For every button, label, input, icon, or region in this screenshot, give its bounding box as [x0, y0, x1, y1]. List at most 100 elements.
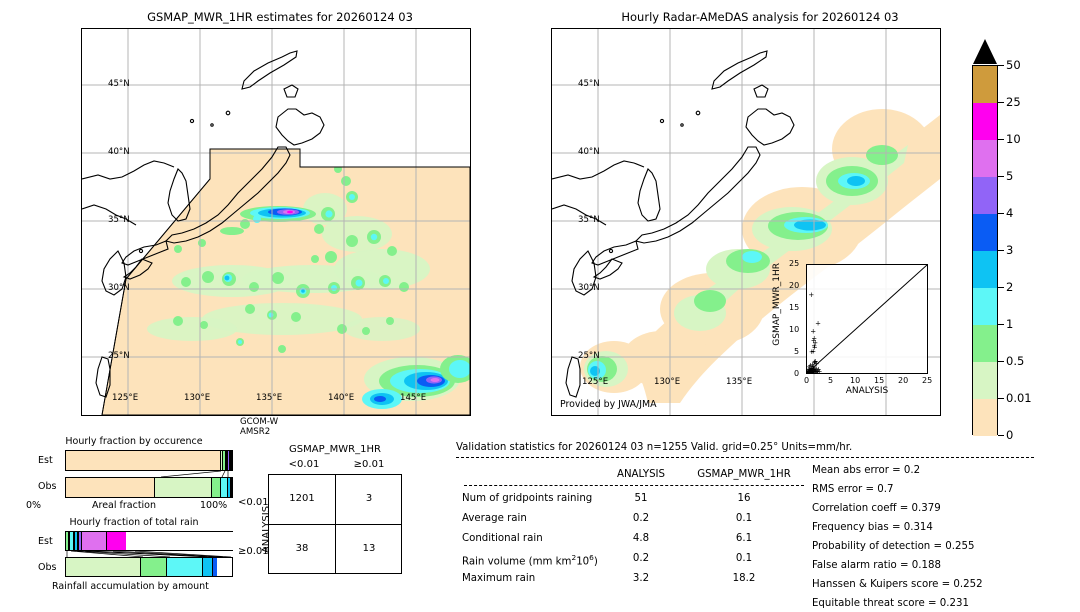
occ-bar-est-seg-5 [227, 451, 229, 470]
validation-header: Validation statistics for 20260124 03 n=… [456, 442, 853, 453]
scatter-point-30: + [811, 359, 817, 367]
validation-score-2: Correlation coeff = 0.379 [812, 503, 941, 514]
amt-bar-obs-seg-4 [212, 558, 218, 576]
scatter-point-32: + [810, 347, 816, 355]
data-provider-credit: Provided by JWA/JMA [560, 399, 657, 410]
scatter-plot-inset: + + + + + + + + + + + + + + + + + + + + + + + + + + + + + + + + + + + + + + + +… [806, 264, 928, 374]
colorbar-label-3: 3 [1006, 243, 1014, 257]
scatter-point-4: + [807, 369, 813, 373]
scatter-point-41: + [808, 291, 814, 299]
occ-bar-est-seg-7 [229, 451, 231, 470]
contingency-col-header-lt: <0.01 [288, 459, 320, 470]
scatter-point-22: + [807, 367, 811, 373]
left-map-lon-145e: 145°E [400, 393, 427, 403]
scatter-point-31: + [812, 358, 818, 366]
occ-bar-est-seg-2 [222, 451, 225, 470]
amt-bar-est-seg-8 [105, 532, 126, 550]
scatter-point-7: + [808, 368, 814, 373]
gsmap-estimate-map: 45°N 40°N 35°N 30°N 25°N 125°E 130°E 135… [81, 28, 471, 416]
occurrence-axis-title: Areal fraction [92, 500, 157, 511]
contingency-table: 1201 3 38 13 [268, 474, 402, 574]
precipitation-colorbar: 50 25 10 5 4 3 2 1 0.5 0.01 0 [966, 28, 1074, 442]
colorbar-band-6 [973, 288, 997, 325]
scatter-point-20: + [813, 367, 819, 373]
amt-bar-obs-seg-2 [166, 558, 203, 576]
occ-bar-est-seg-0 [66, 451, 221, 470]
contingency-cell-hit: 13 [362, 543, 376, 554]
colorbar-label-2: 2 [1006, 280, 1014, 294]
validation-row-label-3: Rain volume (mm km2106) [462, 553, 598, 567]
occ-bar-obs-seg-3 [220, 478, 228, 497]
radar-map-svg [552, 29, 940, 415]
scatter-point-52: + [814, 360, 820, 368]
scatter-x-axis-label: ANALYSIS [845, 386, 889, 396]
validation-row-analysis-4: 3.2 [632, 573, 650, 584]
validation-score-6: Hanssen & Kuipers score = 0.252 [812, 579, 983, 590]
right-map-lat-25n: 25°N [578, 351, 600, 361]
scatter-point-54: + [807, 369, 812, 373]
colorbar-label-0.01: 0.01 [1006, 391, 1032, 405]
validation-row-label-3-text: Rain volume (mm km [462, 556, 572, 568]
occ-bar-est-seg-4 [226, 451, 228, 470]
scatter-point-0: + [807, 369, 811, 373]
scatter-point-1: + [807, 369, 812, 373]
occ-bar-est-seg-3 [225, 451, 227, 470]
scatter-svg: ++++++++++++++++++++++++++++++++++++++++… [807, 265, 927, 373]
contingency-cell-false-alarm: 3 [365, 493, 373, 504]
colorbar-tick-5 [998, 250, 1004, 251]
colorbar-tick-10 [998, 435, 1004, 436]
validation-row-label-3-sup2: 6 [589, 553, 594, 562]
contingency-table-vline [335, 475, 337, 573]
scatter-point-18: + [812, 368, 818, 373]
right-panel-title: Hourly Radar-AMeDAS analysis for 2026012… [621, 10, 899, 24]
scatter-ytick-20: 20 [789, 281, 800, 290]
contingency-cell-miss: 38 [295, 543, 309, 554]
colorbar-tick-7 [998, 324, 1004, 325]
validation-row-gsmap-2: 6.1 [735, 533, 753, 544]
scatter-point-35: + [812, 343, 818, 351]
scatter-ytick-25: 25 [789, 259, 800, 268]
amt-bar-est-seg-1 [68, 532, 70, 550]
validation-row-label-2: Conditional rain [462, 533, 543, 544]
scatter-point-50: + [809, 361, 815, 369]
colorbar-band-8 [973, 362, 997, 399]
colorbar-tick-1 [998, 102, 1004, 103]
scatter-point-19: + [812, 366, 818, 373]
validation-row-label-0: Num of gridpoints raining [462, 493, 593, 504]
validation-col-analysis: ANALYSIS [616, 469, 666, 480]
scatter-point-55: + [807, 368, 811, 373]
right-map-lat-30n: 30°N [578, 283, 600, 293]
scatter-point-13: + [807, 367, 812, 373]
left-map-lon-130e: 130°E [184, 393, 211, 403]
colorbar-tick-9 [998, 398, 1004, 399]
satellite-label: GCOM-W AMSR2 [240, 417, 360, 438]
scatter-point-5: + [807, 367, 813, 373]
scatter-point-45: + [817, 368, 823, 373]
scatter-point-34: + [811, 342, 817, 350]
scatter-point-36: + [811, 337, 817, 345]
validation-rule-top [456, 457, 1034, 458]
validation-row-analysis-3: 0.2 [632, 553, 650, 564]
scatter-ytick-15: 15 [789, 303, 800, 312]
scatter-point-11: + [810, 366, 816, 373]
scatter-point-25: + [809, 368, 815, 373]
validation-col-gsmap: GSMAP_MWR_1HR [697, 469, 791, 480]
occ-bar-obs-seg-5 [229, 478, 232, 497]
left-map-lat-45n: 45°N [108, 79, 130, 89]
scatter-point-53: + [809, 369, 815, 373]
scatter-point-23: + [808, 365, 814, 373]
satellite-name-line1: GCOM-W [240, 417, 279, 427]
scatter-xtick-10: 10 [850, 376, 861, 385]
amount-chart-title: Hourly fraction of total rain [69, 517, 199, 528]
right-map-lat-35n: 35°N [578, 215, 600, 225]
scatter-xtick-15: 15 [874, 376, 885, 385]
colorbar-label-0: 0 [1006, 428, 1014, 442]
contingency-row-header-lt: <0.01 [238, 497, 269, 508]
colorbar-tick-3 [998, 176, 1004, 177]
scatter-point-26: + [808, 366, 814, 373]
colorbar-band-5 [973, 251, 997, 288]
colorbar-tick-2 [998, 139, 1004, 140]
scatter-y-axis-label: GSMAP_MWR_1HR [772, 263, 782, 346]
validation-statistics-panel: Validation statistics for 20260124 03 n=… [456, 442, 1076, 610]
colorbar-label-4: 4 [1006, 206, 1014, 220]
